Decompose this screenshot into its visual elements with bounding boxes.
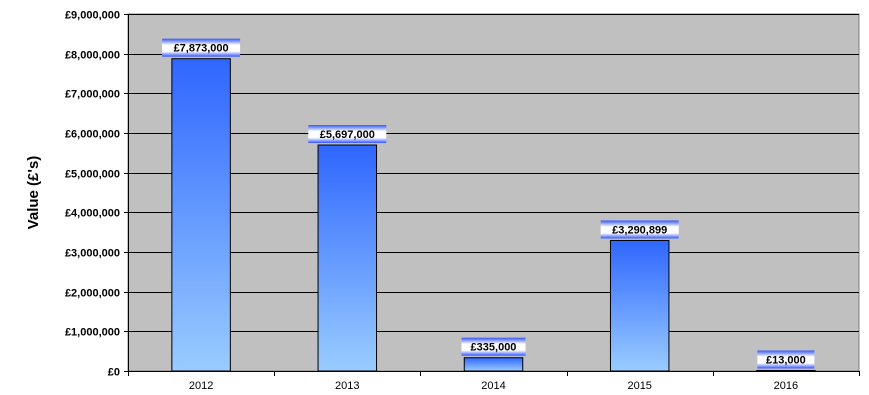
data-label: £5,697,000 [320,129,375,141]
x-tick-label: 2012 [189,380,213,392]
x-tick-label: 2014 [481,380,505,392]
y-tick-label: £5,000,000 [65,169,120,181]
data-label-background [162,38,241,57]
y-tick-label: £3,000,000 [65,248,120,260]
y-tick-labels: £0 £1,000,000 £2,000,000 £3,000,000 £4,000,0… [65,10,120,379]
data-label: £7,873,000 [174,43,229,55]
data-label-background [600,220,679,239]
y-tick-label: £9,000,000 [65,10,120,22]
data-label: £3,290,899 [612,224,667,236]
x-tick-labels: 2012 2013 2014 2015 2016 [189,380,798,392]
data-label-background [308,125,387,144]
data-labels: £7,873,000 £5,697,000 £335,000 £3,290,899 £1… [162,38,815,369]
y-axis-label: Value (£'s) [25,156,42,230]
gridlines [128,14,859,332]
x-tick-label: 2013 [335,380,359,392]
bar-2016 [756,369,816,372]
bar-2013 [317,144,378,372]
y-tick-label: £2,000,000 [65,288,120,300]
y-tick-label: £0 [108,367,120,379]
data-label: £13,000 [766,354,806,366]
axes [124,14,860,376]
y-tick-label: £7,000,000 [65,89,120,101]
x-tick-label: 2015 [627,380,651,392]
x-tick-label: 2016 [774,380,798,392]
y-tick-label: £4,000,000 [65,208,120,220]
y-tick-label: £1,000,000 [65,327,120,339]
y-tick-label: £8,000,000 [65,50,120,62]
data-label-background [461,337,526,356]
bar-2015 [609,239,670,372]
data-label: £335,000 [471,342,517,354]
bar-2014 [463,357,524,372]
bar-2012 [171,58,231,372]
y-tick-label: £6,000,000 [65,129,120,141]
plot-area [127,13,860,372]
data-label-background [757,350,815,369]
bars [171,58,816,372]
